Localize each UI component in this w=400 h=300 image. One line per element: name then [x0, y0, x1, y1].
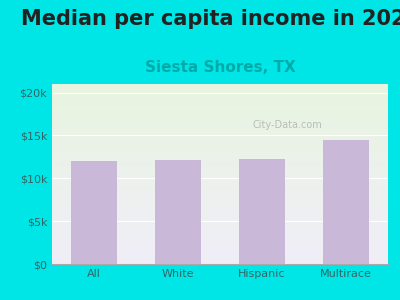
Text: Siesta Shores, TX: Siesta Shores, TX — [145, 60, 295, 75]
Text: Median per capita income in 2022: Median per capita income in 2022 — [20, 9, 400, 29]
Bar — [71, 161, 117, 264]
Bar — [155, 160, 201, 264]
Bar — [323, 140, 369, 264]
Text: City-Data.com: City-Data.com — [252, 120, 322, 130]
Bar — [239, 159, 285, 264]
